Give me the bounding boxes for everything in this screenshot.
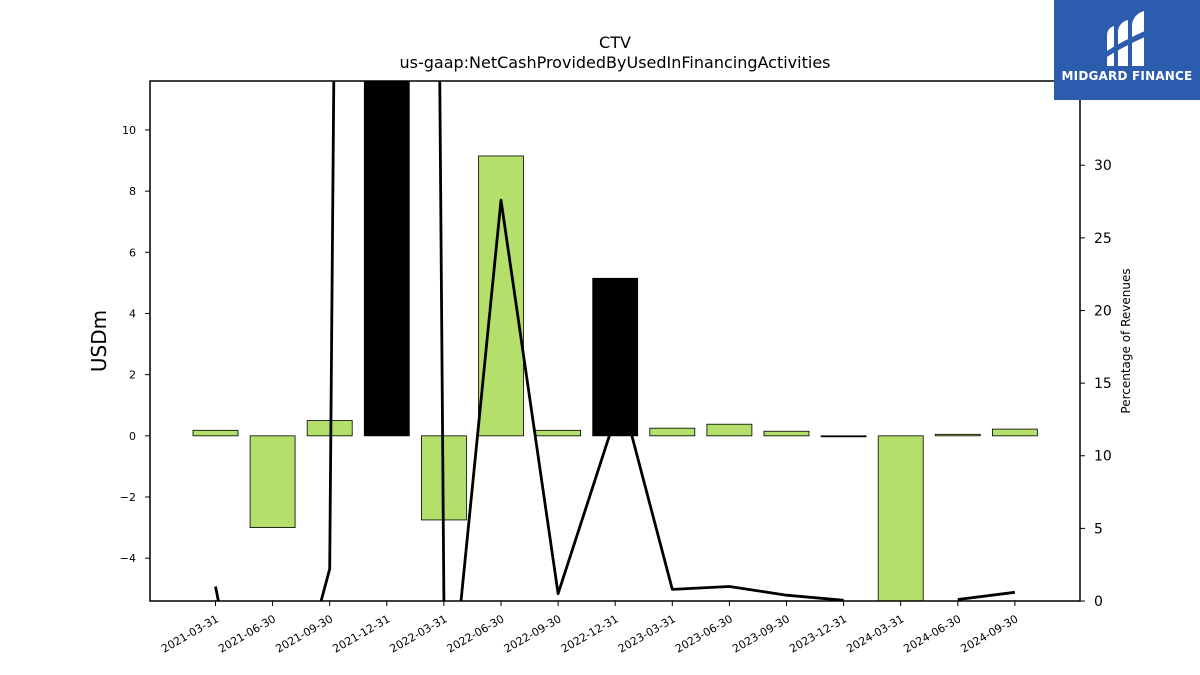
x-tick-label: 2021-06-30 (216, 612, 278, 655)
bar-2022-12-31 (592, 277, 639, 437)
x-tick-label: 2021-09-30 (273, 612, 335, 655)
x-tick-label: 2022-06-30 (445, 612, 507, 655)
bar-2021-06-30 (249, 435, 296, 528)
x-tick-label: 2021-12-31 (330, 612, 392, 655)
percentage-line-segment (628, 426, 844, 601)
x-tick-label: 2021-03-31 (159, 612, 221, 655)
bar-2024-06-30 (934, 433, 981, 437)
y-tick-label: 0 (129, 430, 136, 443)
bar-2023-03-31 (649, 427, 696, 437)
bar-2022-06-30 (478, 155, 524, 437)
chart-subtitle: us-gaap:NetCashProvidedByUsedInFinancing… (399, 53, 830, 72)
percentage-line-segment (957, 590, 1016, 601)
x-tick-label: 2023-09-30 (730, 612, 792, 655)
y2-tick-label: 10 (1094, 449, 1112, 465)
x-tick-label: 2024-09-30 (959, 612, 1021, 655)
plot-area (192, 81, 1038, 601)
bar-2024-03-31 (877, 435, 924, 601)
percentage-line-segment (459, 198, 614, 601)
y2-axis-label: Percentage of Revenues (1119, 268, 1133, 413)
percentage-line-segment (319, 81, 336, 601)
y-tick-label: 10 (122, 124, 136, 137)
percentage-line-segment (214, 586, 220, 601)
midgard-logo: MIDGARD FINANCE (1054, 0, 1200, 100)
y-tick-label: 6 (129, 246, 136, 259)
bar-2023-09-30 (763, 430, 810, 437)
chart-title: CTV (599, 33, 631, 52)
x-tick-label: 2022-12-31 (559, 612, 621, 655)
y2-tick-label: 15 (1094, 376, 1112, 392)
y-axis-label: USDm (87, 310, 111, 372)
x-tick-label: 2023-03-31 (616, 612, 678, 655)
y-tick-label: −2 (120, 491, 136, 504)
y2-tick-label: 30 (1094, 158, 1112, 174)
percentage-line-segment (438, 81, 446, 601)
bar-2023-06-30 (706, 423, 753, 437)
bar-2021-03-31 (192, 429, 239, 437)
bar-2022-09-30 (535, 429, 581, 437)
y-tick-label: 8 (129, 185, 136, 198)
y-tick-label: 2 (129, 369, 136, 382)
y2-tick-label: 5 (1094, 521, 1103, 537)
y2-tick-label: 0 (1094, 594, 1103, 610)
midgard-logo-icon (1102, 11, 1152, 66)
bar-2024-09-30 (992, 428, 1038, 437)
y2-tick-label: 25 (1094, 231, 1112, 247)
x-tick-label: 2022-03-31 (388, 612, 450, 655)
x-tick-label: 2023-12-31 (787, 612, 849, 655)
x-tick-label: 2024-06-30 (901, 612, 963, 655)
bar-2023-12-31 (820, 435, 867, 438)
y2-tick-label: 20 (1094, 303, 1112, 319)
logo-text: MIDGARD FINANCE (1061, 69, 1193, 83)
x-tick-label: 2024-03-31 (844, 612, 906, 655)
x-tick-label: 2022-09-30 (502, 612, 564, 655)
y-tick-label: 4 (129, 307, 136, 320)
x-tick-label: 2023-06-30 (673, 612, 735, 655)
bar-2021-12-31 (363, 81, 410, 437)
y-tick-label: −4 (120, 552, 136, 565)
